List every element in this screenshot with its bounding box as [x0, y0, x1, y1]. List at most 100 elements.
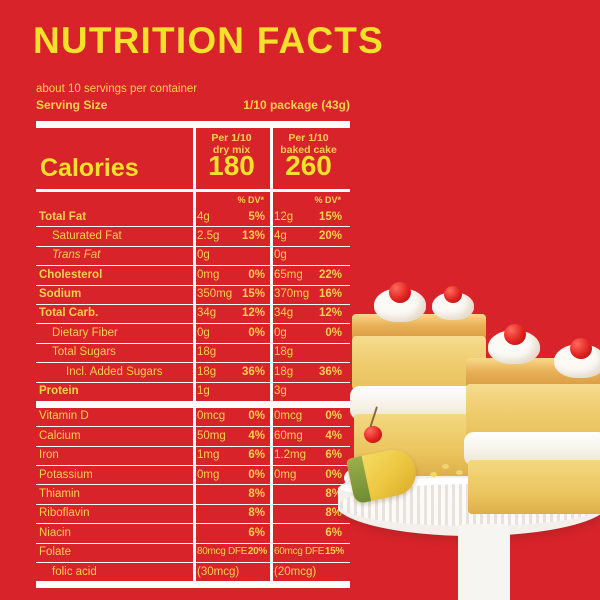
column-divider-1 — [193, 407, 196, 582]
nutrient-amount-dry-mix: 2.5g — [197, 229, 220, 242]
nutrient-amount-dry-mix: 0mcg — [197, 410, 226, 423]
table-row: Folate 80mcg DFE 20% 60mcg DFE 15% — [36, 542, 350, 562]
nutrient-amount-dry-mix: 4g — [197, 210, 210, 223]
nutrient-amount-baked-cake: 18g — [274, 346, 294, 359]
nutrient-dv-dry-mix: 20% — [247, 546, 267, 558]
page-title: NUTRITION FACTS — [33, 20, 384, 62]
serving-size-value: 1/10 package (43g) — [243, 98, 350, 112]
servings-per-container: about 10 servings per container — [36, 83, 198, 95]
nutrient-label: Potassium — [39, 468, 93, 481]
nutrient-amount-dry-mix: 50mg — [197, 429, 226, 442]
nutrient-dv-dry-mix: 36% — [241, 365, 265, 378]
table-row: folic acid (30mcg) (20mcg) — [36, 562, 350, 581]
cake-crumb-upper — [352, 336, 486, 390]
nutrient-dv-dry-mix: 4% — [248, 429, 265, 442]
nutrient-amount-dry-mix: 80mcg DFE — [197, 546, 248, 558]
nutrient-amount-baked-cake: 65mg — [274, 268, 303, 281]
nutrient-dv-dry-mix: 6% — [248, 449, 265, 462]
table-row: Calcium 50mg 4% 60mg 4% — [36, 426, 350, 445]
column-header-line2: baked cake — [280, 144, 337, 156]
nutrient-dv-baked-cake: 20% — [318, 229, 342, 242]
divider-bottom — [36, 581, 350, 589]
nutrient-dv-dry-mix: 8% — [248, 507, 265, 520]
nutrient-dv-baked-cake: 15% — [324, 546, 344, 558]
cake-crumb — [442, 464, 449, 469]
nutrient-label: Cholesterol — [39, 268, 103, 281]
table-row: Total Sugars 18g 18g — [36, 342, 350, 362]
cake-slice-right — [464, 324, 600, 514]
table-row: Saturated Fat 2.5g 13% 4g 20% — [36, 226, 350, 245]
nutrient-label: Protein — [39, 385, 79, 398]
column-header-dry-mix: Per 1/10 dry mix — [193, 132, 270, 156]
maraschino-cherry — [364, 426, 382, 443]
column-header-line1: Per 1/10 — [211, 132, 252, 144]
table-row: Iron 1mg 6% 1.2mg 6% — [36, 445, 350, 465]
nutrient-label: Total Fat — [39, 210, 87, 223]
calories-value-baked-cake: 260 — [285, 150, 332, 181]
nutrient-amount-baked-cake: (20mcg) — [274, 565, 317, 578]
nutrient-amount-dry-mix: 1g — [197, 385, 210, 398]
nutrient-dv-dry-mix: 8% — [248, 487, 265, 500]
nutrient-dv-baked-cake: 0% — [325, 410, 342, 423]
nutrient-amount-dry-mix: 1mg — [197, 449, 220, 462]
nutrient-dv-baked-cake: 16% — [318, 288, 342, 301]
nutrient-dv-dry-mix: 13% — [241, 229, 265, 242]
nutrient-label: Saturated Fat — [52, 229, 122, 242]
cake-crumb — [456, 470, 463, 475]
nutrient-amount-dry-mix: 0mg — [197, 268, 220, 281]
nutrient-dv-baked-cake: 15% — [318, 210, 342, 223]
nutrient-dv-baked-cake: 4% — [325, 429, 342, 442]
column-divider-2 — [270, 192, 273, 208]
maraschino-cherry — [444, 286, 462, 303]
nutrient-label: Total Sugars — [52, 346, 116, 359]
nutrient-label: Vitamin D — [39, 410, 89, 423]
column-divider-1 — [193, 192, 196, 208]
table-header: Per 1/10 dry mix Per 1/10 baked cake Cal… — [36, 128, 350, 189]
nutrient-amount-baked-cake: 60mcg DFE — [274, 546, 325, 558]
table-row: Total Fat 4g 5% 12g 15% — [36, 208, 350, 226]
nutrient-label: Total Carb. — [39, 307, 99, 320]
nutrient-dv-baked-cake: 8% — [325, 507, 342, 520]
nutrient-amount-dry-mix: 350mg — [197, 288, 233, 301]
dv-header-baked-cake: % DV* — [314, 195, 341, 205]
cake-slice-left — [350, 282, 488, 476]
column-header-line1: Per 1/10 — [288, 132, 329, 144]
nutrient-dv-baked-cake: 6% — [325, 449, 342, 462]
serving-info: about 10 servings per container Serving … — [36, 82, 350, 113]
table-row: Protein 1g 3g — [36, 381, 350, 401]
nutrient-amount-dry-mix: (30mcg) — [197, 565, 240, 578]
column-header-baked-cake: Per 1/10 baked cake — [270, 132, 347, 156]
nutrient-label: Niacin — [39, 526, 71, 539]
divider-after-protein — [36, 400, 350, 408]
nutrient-dv-baked-cake: 12% — [318, 307, 342, 320]
nutrient-dv-baked-cake: 0% — [325, 326, 342, 339]
cake-crumb — [430, 472, 437, 477]
nutrient-dv-baked-cake: 0% — [325, 468, 342, 481]
nutrient-label: Calcium — [39, 429, 81, 442]
nutrient-amount-dry-mix: 0g — [197, 249, 210, 262]
nutrient-amount-dry-mix: 0g — [197, 326, 210, 339]
nutrient-dv-dry-mix: 0% — [248, 410, 265, 423]
nutrient-amount-baked-cake: 60mg — [274, 429, 303, 442]
nutrient-amount-baked-cake: 34g — [274, 307, 294, 320]
nutrient-amount-baked-cake: 18g — [274, 365, 294, 378]
daily-value-header: % DV* % DV* — [36, 192, 350, 208]
maraschino-cherry — [504, 324, 526, 345]
nutrient-amount-dry-mix: 18g — [197, 365, 217, 378]
nutrient-amount-baked-cake: 370mg — [274, 288, 310, 301]
divider-top — [36, 121, 350, 128]
table-row: Trans Fat 0g 0g — [36, 245, 350, 265]
nutrient-dv-dry-mix: 0% — [248, 468, 265, 481]
table-row: Thiamin 8% 8% — [36, 484, 350, 503]
nutrient-amount-dry-mix: 18g — [197, 346, 217, 359]
nutrient-dv-baked-cake: 8% — [325, 487, 342, 500]
serving-size-label: Serving Size — [36, 98, 108, 112]
dv-header-dry-mix: % DV* — [237, 195, 264, 205]
table-row: Riboflavin 8% 8% — [36, 503, 350, 523]
table-row: Vitamin D 0mcg 0% 0mcg 0% — [36, 408, 350, 426]
nutrient-dv-dry-mix: 15% — [241, 288, 265, 301]
table-row: Dietary Fiber 0g 0% 0g 0% — [36, 323, 350, 342]
table-row: Potassium 0mg 0% 0mg 0% — [36, 465, 350, 484]
nutrient-amount-baked-cake: 0g — [274, 249, 287, 262]
